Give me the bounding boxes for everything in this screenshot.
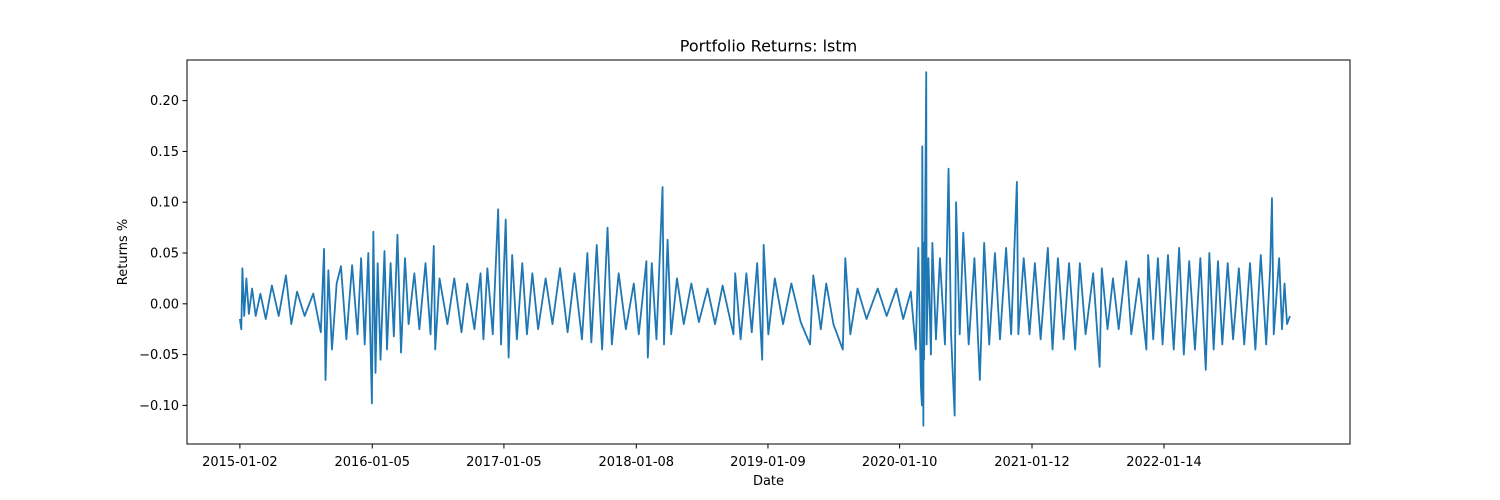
y-tick-label: 0.10 [150, 196, 179, 211]
x-axis-ticks: 2015-01-02 2016-01-05 2017-01-05 2018-01-08… [202, 444, 1202, 470]
series-line [238, 71, 1291, 427]
y-axis-ticks: −0.10 −0.05 0.00 0.05 0.10 0.15 0.20 [139, 94, 187, 414]
x-axis-label: Date [753, 474, 784, 489]
y-tick-label: 0.00 [150, 297, 179, 312]
x-tick-label: 2019-01-09 [730, 455, 806, 470]
y-axis-label: Returns % [116, 219, 131, 285]
y-tick-label: 0.05 [150, 247, 179, 262]
x-tick-label: 2022-01-14 [1126, 455, 1202, 470]
x-tick-label: 2020-01-10 [862, 455, 938, 470]
chart-title: Portfolio Returns: lstm [680, 37, 857, 56]
x-tick-label: 2018-01-08 [599, 455, 675, 470]
x-tick-label: 2016-01-05 [334, 455, 410, 470]
x-tick-label: 2021-01-12 [994, 455, 1070, 470]
x-tick-label: 2015-01-02 [202, 455, 278, 470]
plot-area [238, 71, 1291, 427]
y-tick-label: 0.20 [150, 94, 179, 109]
x-tick-label: 2017-01-05 [466, 455, 542, 470]
y-tick-label: −0.10 [139, 399, 179, 414]
y-tick-label: −0.05 [139, 348, 179, 363]
y-tick-label: 0.15 [150, 145, 179, 160]
plot-frame [186, 59, 1351, 445]
